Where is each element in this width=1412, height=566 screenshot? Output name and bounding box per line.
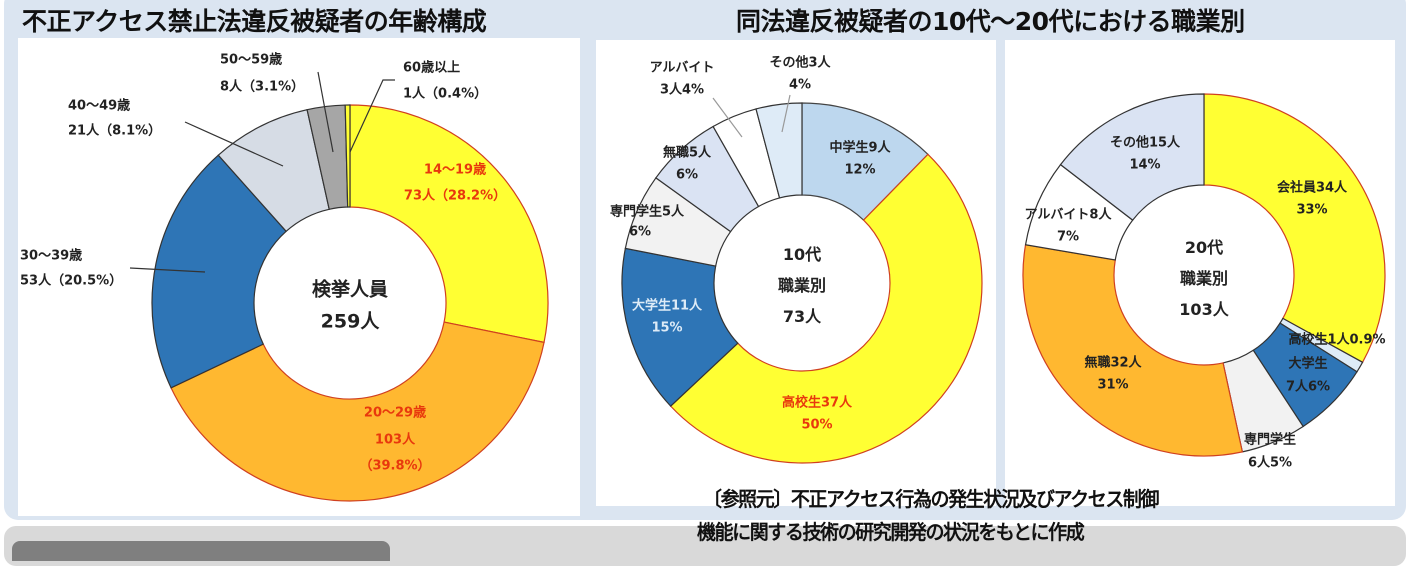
label-40-49-name: 40～49歳 — [68, 98, 131, 114]
age-chart-title: 不正アクセス禁止法違反被疑者の年齢構成 — [22, 7, 487, 36]
label-60-plus-name: 60歳以上 — [403, 60, 461, 76]
leader-40-49 — [184, 121, 284, 167]
label-30-39-name: 30～39歳 — [20, 248, 83, 264]
label-20-29-name: 20～29歳 — [363, 405, 427, 421]
center-label-2: 259人 — [320, 310, 380, 333]
label-60-plus-value: 1人（0.4%） — [403, 86, 488, 102]
donut-charts — [129, 71, 1386, 502]
label-vocational-10s: 専門学生5人 — [609, 204, 685, 220]
leader-60-plus — [349, 79, 395, 153]
slice-0-30～39歳 — [151, 154, 287, 389]
label-14-19-name: 14～19歳 — [423, 162, 487, 178]
center-label-1: 検挙人員 — [311, 278, 389, 301]
label-univ-10s-pct: 15% — [651, 320, 683, 336]
slice-1-高校生 — [669, 153, 983, 464]
label-other-20s-pct: 14% — [1129, 157, 1161, 173]
label-20-29-count: 103人 — [374, 432, 416, 448]
slice-0-20～29歳 — [170, 321, 545, 502]
leader-arubaito-10s — [712, 97, 743, 138]
label-other-10s-pct: 4% — [788, 77, 812, 93]
center-10s-1: 10代 — [782, 245, 822, 264]
slice-2-無職 — [1022, 244, 1244, 457]
label-univ-20s-pct: 7人6% — [1285, 379, 1331, 395]
label-vocational-20s-pct: 6人5% — [1247, 455, 1293, 471]
label-jhs-10s-pct: 12% — [844, 162, 876, 178]
label-30-39-value: 53人（20.5%） — [20, 273, 123, 289]
label-hs-20s: 高校生1人0.9% — [1288, 332, 1386, 348]
label-vocational-20s: 専門学生 — [1243, 432, 1297, 448]
label-arubaito-20s-pct: 7% — [1056, 229, 1080, 245]
label-40-49-value: 21人（8.1%） — [68, 123, 162, 139]
slice-0-60歳以上 — [344, 104, 351, 208]
label-employee-20s: 会社員34人 — [1276, 180, 1348, 196]
leader-50-59 — [317, 71, 334, 153]
label-50-59-name: 50～59歳 — [220, 52, 283, 68]
label-20-29-pct: （39.8%） — [359, 458, 431, 474]
occupation-chart-title: 同法違反被疑者の10代～20代における職業別 — [736, 7, 1245, 36]
label-unemployed-20s-pct: 31% — [1097, 377, 1129, 393]
slice-2-会社員 — [1203, 93, 1386, 364]
label-other-10s: その他3人 — [769, 55, 831, 71]
leader-30-39 — [129, 267, 206, 273]
center-20s-3: 103人 — [1179, 300, 1229, 319]
label-univ-20s: 大学生 — [1288, 356, 1328, 372]
slice-1-大学生 — [621, 247, 739, 407]
center-20s-1: 20代 — [1184, 238, 1224, 257]
label-univ-10s: 大学生11人 — [631, 298, 703, 314]
center-10s-2: 職業別 — [777, 276, 827, 295]
slice-1-その他 — [755, 102, 803, 199]
label-jhs-10s: 中学生9人 — [829, 140, 891, 156]
label-arubaito-10s: アルバイト — [649, 60, 715, 76]
leader-other-10s — [781, 94, 791, 133]
source-line-2: 機能に関する技術の研究開発の状況をもとに作成 — [697, 520, 1085, 544]
label-hs-10s: 高校生37人 — [781, 395, 853, 411]
label-arubaito-20s: アルバイト8人 — [1024, 207, 1112, 223]
center-20s-2: 職業別 — [1179, 269, 1229, 288]
slice-0-14～19歳 — [349, 104, 549, 344]
slice-2-その他 — [1059, 93, 1205, 221]
center-10s-3: 73人 — [782, 307, 822, 326]
label-hs-10s-pct: 50% — [801, 417, 833, 433]
label-14-19-value: 73人（28.2%） — [403, 188, 507, 204]
label-arubaito-10s-pct: 3人4% — [659, 82, 705, 98]
label-employee-20s-pct: 33% — [1296, 202, 1328, 218]
label-other-20s: その他15人 — [1109, 135, 1181, 151]
label-vocational-10s-pct: 6% — [628, 224, 652, 240]
label-unemployed-20s: 無職32人 — [1084, 355, 1142, 371]
source-line-1: 〔参照元〕不正アクセス行為の発生状況及びアクセス制御 — [703, 487, 1159, 511]
label-unemployed-10s-pct: 6% — [675, 167, 699, 183]
label-unemployed-10s: 無職5人 — [662, 145, 712, 161]
label-50-59-value: 8人（3.1%） — [220, 79, 305, 95]
